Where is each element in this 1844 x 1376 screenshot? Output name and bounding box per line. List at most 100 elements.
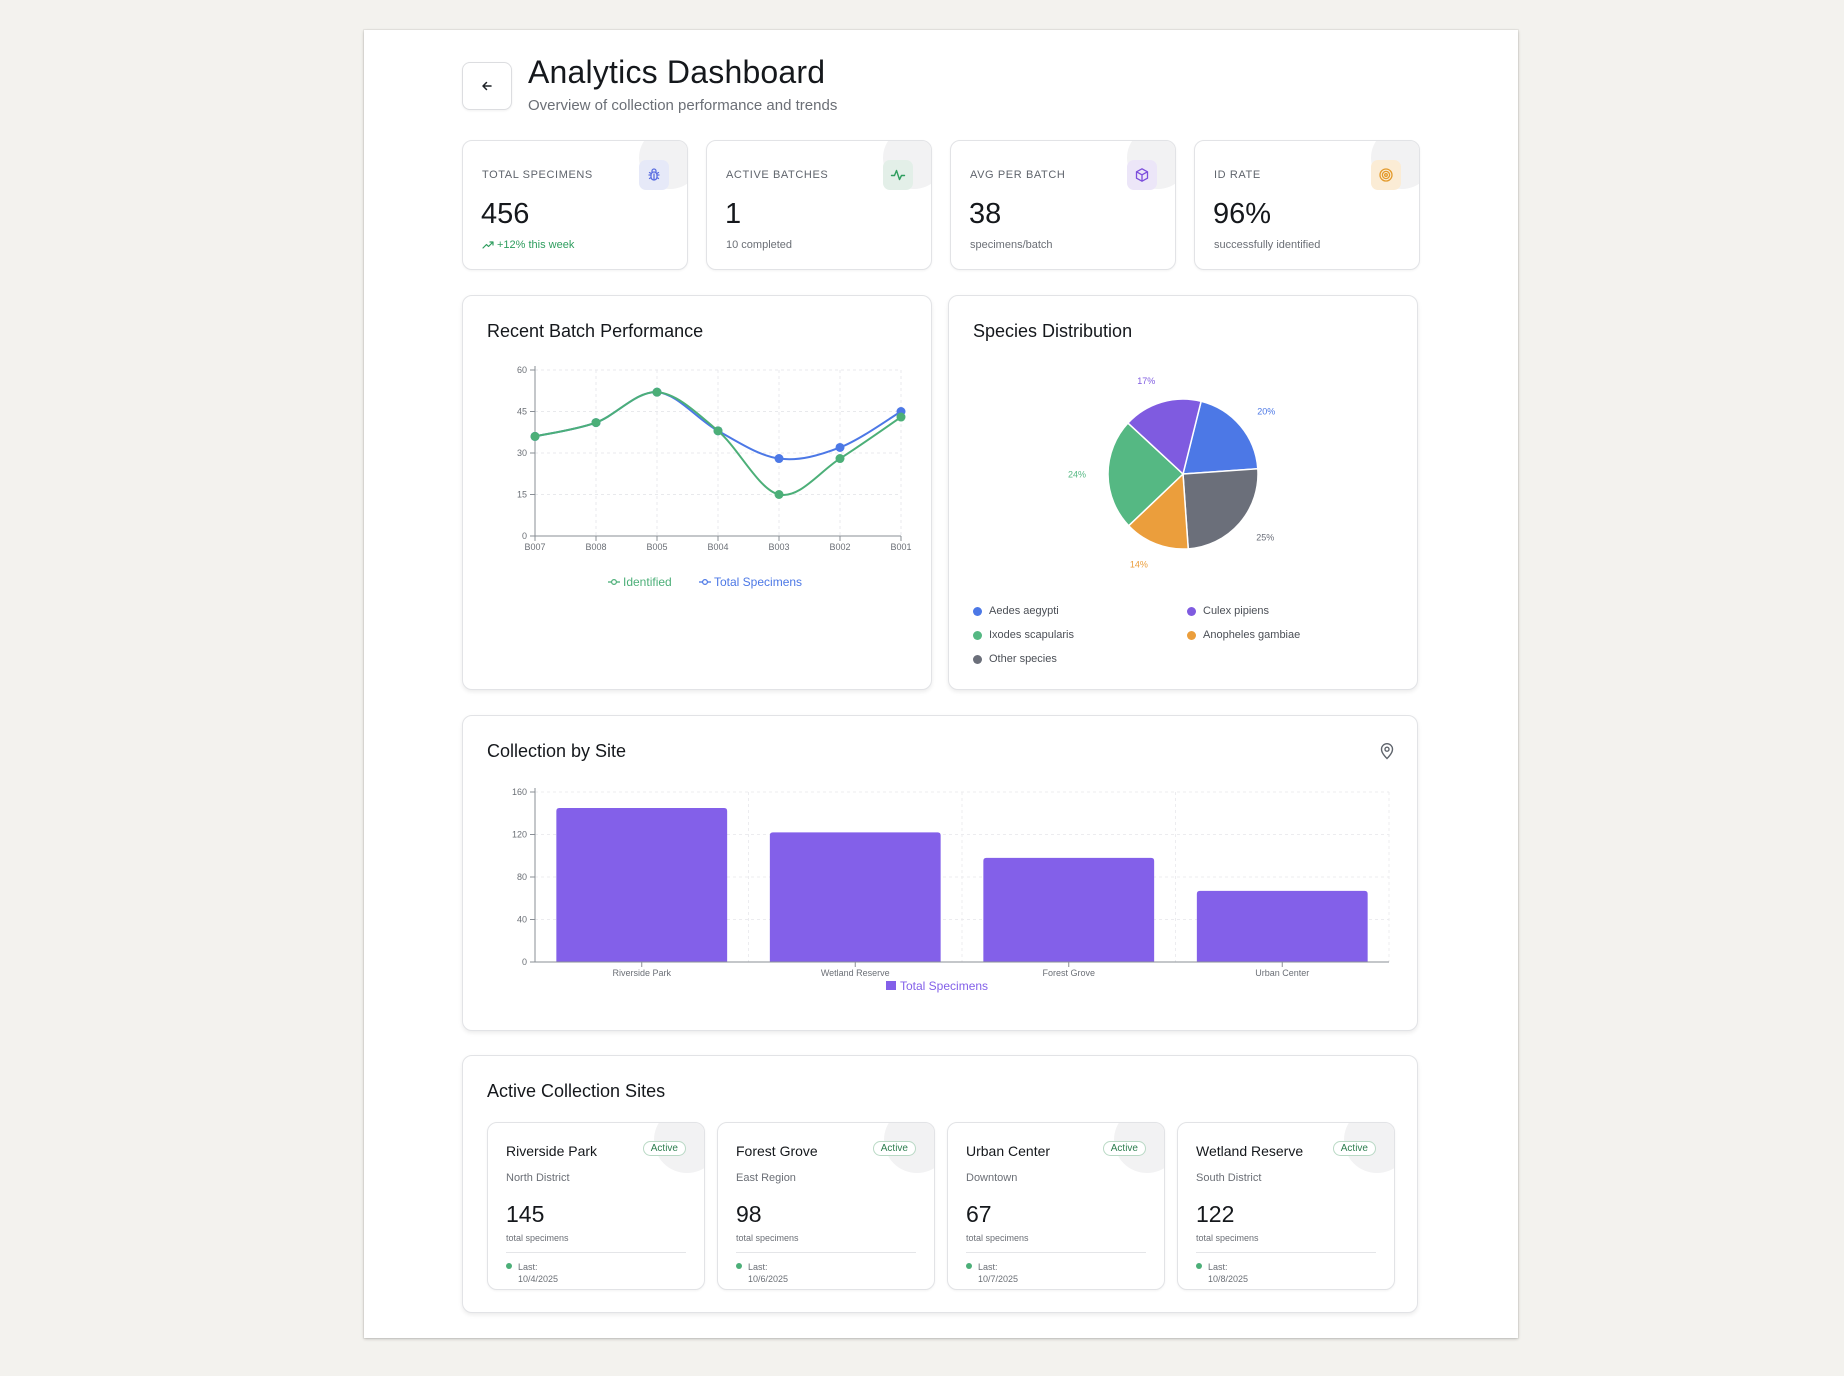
- site-region: East Region: [736, 1172, 796, 1184]
- collection-by-site-panel: Collection by Site 0 40 80 120 160 Riverside …: [462, 715, 1418, 1031]
- active-sites-panel: Active Collection Sites Riverside Park A…: [462, 1055, 1418, 1313]
- x-tick-label: Wetland Reserve: [821, 968, 890, 978]
- y-tick-label: 80: [517, 872, 527, 882]
- bug-icon: [639, 160, 669, 190]
- site-count: 122: [1196, 1201, 1235, 1227]
- legend-label: Identified: [623, 575, 672, 589]
- pie-slice: [1127, 472, 1190, 550]
- y-tick-label: 0: [522, 531, 527, 541]
- y-tick-label: 120: [512, 830, 527, 840]
- last-date: 10/6/2025: [748, 1274, 789, 1284]
- batch-line-chart: 0 15 30 45 60 B007 B008 B005 B004 B003 B002 B001 Ide…: [517, 365, 912, 589]
- x-tick-label: B001: [890, 542, 911, 552]
- x-tick-label: Riverside Park: [612, 968, 671, 978]
- site-card[interactable]: Riverside Park Active North District 145…: [487, 1122, 705, 1290]
- bar: [556, 807, 728, 962]
- slice-label: 20%: [1257, 407, 1275, 417]
- legend-label: Other species: [989, 653, 1057, 665]
- page-title: Analytics Dashboard: [528, 54, 826, 90]
- data-point: [835, 442, 845, 452]
- site-count-label: total specimens: [506, 1233, 569, 1243]
- last-date: 10/8/2025: [1208, 1274, 1249, 1284]
- stat-sub-text: +12% this week: [497, 239, 575, 251]
- stat-card-id-rate: ID Rate 96% successfully identified: [1194, 140, 1420, 270]
- x-tick-label: B002: [829, 542, 850, 552]
- stat-card-avg-per-batch: Avg Per Batch 38 specimens/batch: [950, 140, 1176, 270]
- pie-slice: [1182, 400, 1259, 475]
- legend-dot: [973, 630, 982, 640]
- last-label: Last:: [978, 1262, 998, 1272]
- species-distribution-panel: Species Distribution 20% 25% 14% 24% 17% Aed…: [948, 295, 1418, 690]
- pie-slice: [1107, 421, 1185, 527]
- page-subtitle: Overview of collection performance and t…: [528, 97, 838, 114]
- legend-item: Culex pipiens: [1187, 604, 1401, 618]
- site-count: 98: [736, 1201, 762, 1227]
- legend-label: Ixodes scapularis: [989, 629, 1074, 641]
- target-icon: [1371, 160, 1401, 190]
- slice-label: 17%: [1137, 376, 1155, 386]
- x-tick-label: B005: [646, 542, 667, 552]
- stat-label: Total Specimens: [482, 169, 593, 181]
- panel-title: Active Collection Sites: [487, 1081, 666, 1101]
- x-tick-label: Urban Center: [1255, 968, 1309, 978]
- status-dot: [1196, 1263, 1202, 1269]
- legend-label: Anopheles gambiae: [1203, 629, 1301, 641]
- last-collection: Last: 10/4/2025: [506, 1261, 558, 1285]
- status-badge: Active: [1332, 1141, 1376, 1156]
- legend-dot: [973, 606, 982, 616]
- pie-legend: Aedes aegypti Culex pipiens Ixodes scapula…: [973, 604, 1403, 666]
- site-name: Wetland Reserve: [1196, 1143, 1304, 1159]
- status-badge: Active: [872, 1141, 916, 1156]
- legend-dot: [1187, 606, 1196, 616]
- legend-label: Total Specimens: [714, 575, 802, 589]
- slice-label: 24%: [1068, 470, 1086, 480]
- data-point: [530, 431, 540, 441]
- site-card[interactable]: Urban Center Active Downtown 67 total sp…: [947, 1122, 1165, 1290]
- activity-icon: [883, 160, 913, 190]
- last-collection: Last: 10/7/2025: [966, 1261, 1018, 1285]
- legend-item: Ixodes scapularis: [973, 628, 1187, 642]
- stat-label: Active Batches: [726, 169, 829, 181]
- back-button[interactable]: [462, 62, 512, 110]
- divider: [1196, 1252, 1376, 1253]
- panel-title: Recent Batch Performance: [487, 321, 704, 341]
- x-tick-label: Forest Grove: [1042, 968, 1095, 978]
- site-name: Forest Grove: [736, 1143, 818, 1159]
- site-count: 67: [966, 1201, 992, 1227]
- legend-label: Aedes aegypti: [989, 605, 1059, 617]
- y-tick-label: 40: [517, 915, 527, 925]
- status-badge: Active: [642, 1141, 686, 1156]
- y-tick-label: 0: [522, 957, 527, 967]
- status-dot: [966, 1263, 972, 1269]
- stat-value: 1: [725, 198, 742, 230]
- site-card[interactable]: Wetland Reserve Active South District 12…: [1177, 1122, 1395, 1290]
- stat-sub: 10 completed: [726, 239, 793, 251]
- stat-label: ID Rate: [1214, 169, 1261, 181]
- last-label: Last:: [518, 1262, 538, 1272]
- site-region: Downtown: [966, 1172, 1018, 1184]
- site-region: South District: [1196, 1172, 1262, 1184]
- bar: [983, 857, 1155, 962]
- y-tick-label: 15: [517, 490, 527, 500]
- data-point: [713, 426, 723, 436]
- legend-item: Other species: [973, 652, 1187, 666]
- species-pie-chart: 20% 25% 14% 24% 17%: [1068, 376, 1275, 569]
- trending-up-icon: [482, 241, 494, 249]
- panel-title: Species Distribution: [973, 321, 1133, 341]
- pie-slice: [1182, 467, 1259, 550]
- x-tick-label: B004: [707, 542, 728, 552]
- site-card[interactable]: Forest Grove Active East Region 98 total…: [717, 1122, 935, 1290]
- legend-item: Aedes aegypti: [973, 604, 1187, 618]
- last-date: 10/7/2025: [978, 1274, 1019, 1284]
- legend-marker: [611, 579, 618, 586]
- stat-label: Avg Per Batch: [970, 169, 1066, 181]
- data-point: [591, 418, 601, 428]
- slice-label: 14%: [1130, 559, 1148, 569]
- site-region: North District: [506, 1172, 570, 1184]
- legend-item: Anopheles gambiae: [1187, 628, 1401, 642]
- arrow-left-icon: [482, 81, 492, 91]
- legend-label: Culex pipiens: [1203, 605, 1270, 617]
- data-point: [652, 387, 662, 397]
- site-bar-chart: 0 40 80 120 160 Riverside Park Wetland Reserve…: [512, 787, 1390, 993]
- site-count: 145: [506, 1201, 545, 1227]
